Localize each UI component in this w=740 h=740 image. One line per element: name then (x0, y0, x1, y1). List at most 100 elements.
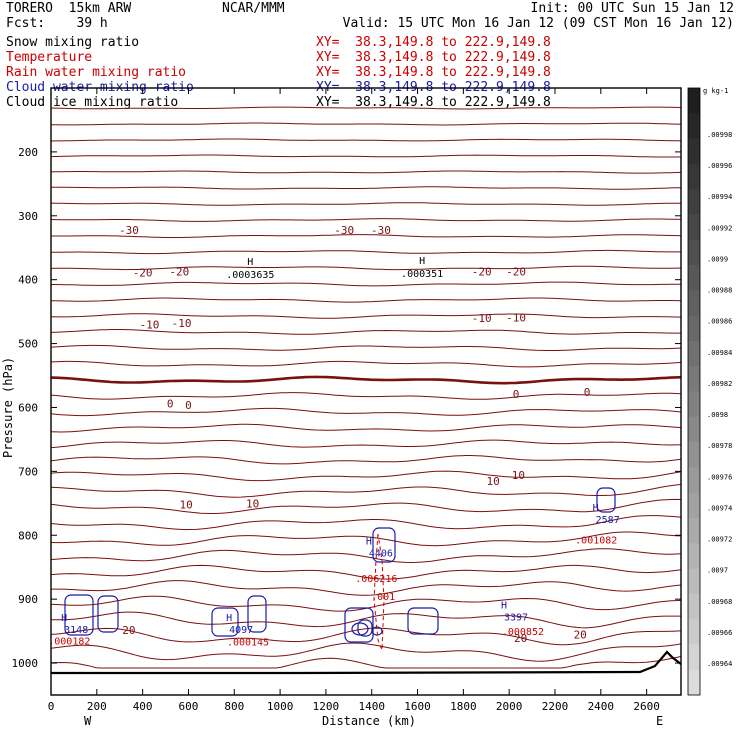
x-axis-label: Distance (km) (322, 714, 416, 728)
x-end-label-west: W (84, 714, 92, 728)
colorbar-segment (688, 239, 700, 266)
temperature-label: 20 (122, 624, 135, 637)
temperature-contour (50, 249, 681, 255)
colorbar-label: .00996 (707, 162, 732, 170)
temperature-contour (50, 202, 681, 206)
field-name-cloud-ice: Cloud ice mixing ratio (6, 95, 179, 110)
terrain-line (51, 650, 682, 675)
colorbar-label: .00968 (707, 598, 732, 606)
cloud-water-contour (344, 607, 374, 643)
temperature-contour (50, 344, 682, 351)
cloud-water-contour (407, 607, 439, 635)
temperature-contour (51, 580, 682, 596)
x-end-label-east: E (656, 714, 663, 728)
temperature-label: -10 (140, 318, 160, 331)
cloud-water-max-marker: H (366, 536, 372, 547)
field-name-rain: Rain water mixing ratio (6, 65, 187, 80)
temperature-label: -10 (472, 312, 492, 325)
x-tick-label: 600 (179, 700, 199, 713)
temperature-contour (51, 281, 682, 287)
x-tick-label: 1200 (313, 700, 340, 713)
snow-max-value: .000351 (401, 269, 443, 280)
model-title: TORERO 15km ARW (6, 1, 132, 16)
colorbar-segment (688, 189, 700, 215)
temperature-label: -10 (172, 317, 192, 330)
cloud-water-contour (97, 595, 119, 633)
temperature-label: -30 (334, 224, 354, 237)
colorbar-label: .0097 (707, 567, 728, 575)
colorbar-label: .00994 (707, 193, 732, 201)
x-tick-label: 2200 (542, 700, 569, 713)
snow-max-marker: H (419, 256, 425, 267)
colorbar-segment (688, 644, 700, 671)
cloud-water-max-value: 2587 (596, 515, 620, 526)
colorbar-segment (688, 366, 700, 392)
y-tick-label: 600 (18, 401, 38, 414)
temperature-contour (50, 154, 682, 158)
y-tick-label: 300 (18, 210, 38, 223)
colorbar-label: .0098 (707, 411, 728, 419)
x-tick-label: 800 (224, 700, 244, 713)
colorbar-label: .00984 (707, 349, 732, 357)
colorbar-label: .00976 (707, 473, 732, 481)
temperature-label: 0 (584, 386, 591, 399)
colorbar-segment (688, 593, 700, 620)
cloud-water-contour (247, 595, 267, 633)
forecast-hour: Fcst: 39 h (6, 16, 108, 31)
temperature-contour (50, 564, 682, 580)
temperature-label: -10 (506, 311, 526, 324)
temperature-contour (50, 627, 682, 646)
temperature-contour (50, 470, 682, 482)
temperature-contour (50, 439, 682, 449)
x-tick-label: 2000 (496, 700, 523, 713)
plot-frame (50, 87, 682, 696)
init-time: Init: 00 UTC Sun 15 Jan 12 (530, 1, 735, 16)
temperature-label: -30 (119, 224, 139, 237)
colorbar-segment (688, 416, 700, 443)
colorbar-segment (688, 214, 700, 241)
temperature-label: 10 (487, 475, 500, 488)
x-tick-label: 1600 (404, 700, 431, 713)
colorbar-label: .00988 (707, 287, 732, 295)
cloud-water-contour (596, 487, 616, 513)
cloud-water-max-value: 4406 (369, 548, 393, 559)
y-tick-label: 900 (18, 593, 38, 606)
colorbar-label: .00978 (707, 442, 732, 450)
colorbar-label: .00992 (707, 224, 732, 232)
colorbar-segment (688, 138, 700, 165)
temperature-contour (50, 106, 682, 110)
colorbar-label: .00974 (707, 504, 732, 512)
temperature-contour (50, 548, 682, 564)
colorbar-label: .00972 (707, 536, 732, 544)
colorbar-segment (688, 340, 700, 367)
colorbar-label: .00986 (707, 318, 732, 326)
cloud-water-contour (372, 527, 396, 563)
temperature-contour (50, 313, 682, 319)
temperature-contour (50, 138, 682, 142)
snow-max-marker: H (247, 257, 253, 268)
cloud-water-max-value: 4097 (229, 625, 253, 636)
field-name-snow: Snow mixing ratio (6, 35, 140, 50)
y-tick-label: 800 (18, 529, 38, 542)
field-xy-rain: XY= 38.3,149.8 to 222.9,149.8 (316, 65, 551, 80)
cloud-water-max-marker: H (593, 503, 599, 514)
y-axis-label: Pressure (hPa) (1, 357, 15, 458)
rain-max-value: .000145 (227, 637, 269, 648)
colorbar-segment (688, 163, 700, 190)
colorbar-label: .0099 (707, 255, 728, 263)
y-tick-label: 400 (18, 274, 38, 287)
x-tick-label: 200 (87, 700, 107, 713)
y-tick-label: 1000 (12, 657, 39, 670)
temperature-contour (50, 360, 682, 368)
temperature-contour (50, 483, 682, 498)
temperature-label: 10 (246, 497, 259, 510)
cloud-water-max-marker: H (226, 613, 232, 624)
rain-max-value: .000852 (502, 627, 544, 638)
cloud-water-contour (351, 622, 369, 636)
rain-max-value: .006216 (355, 574, 397, 585)
field-name-cloud-water: Cloud water mixing ratio (6, 80, 194, 95)
temperature-contour (50, 595, 682, 612)
rain-max-value: .001082 (575, 536, 617, 547)
colorbar-segment (688, 467, 700, 494)
